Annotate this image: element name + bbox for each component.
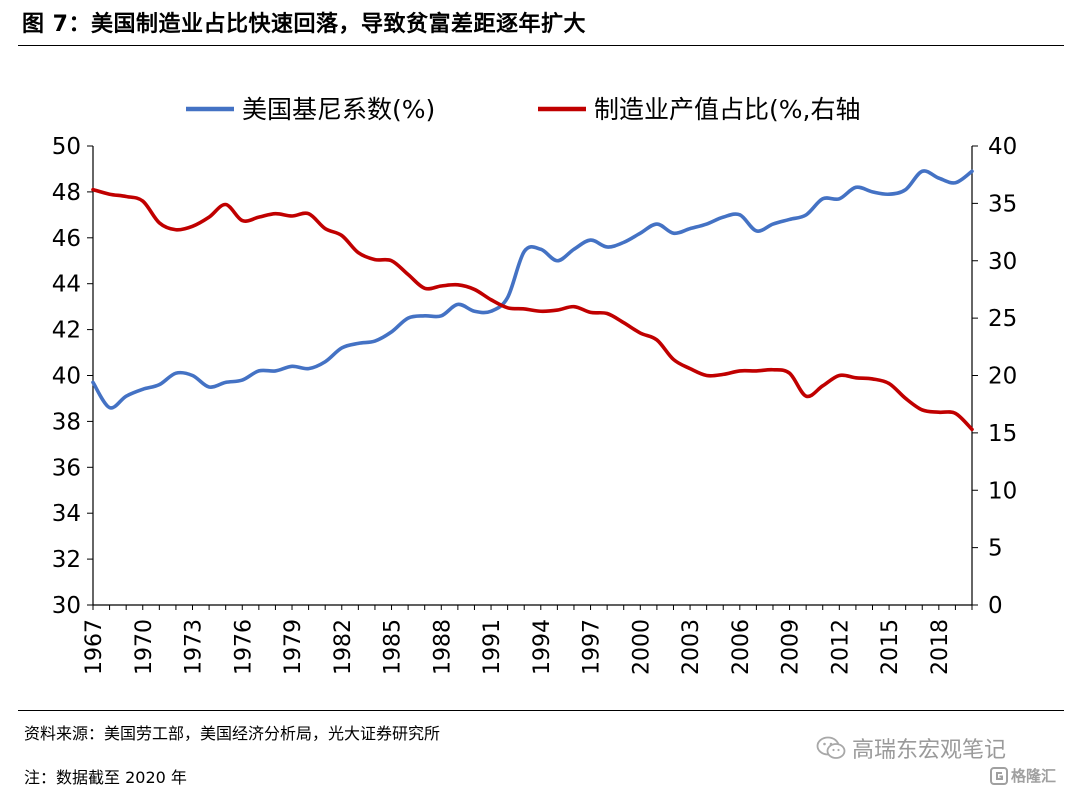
source-note: 资料来源：美国劳工部，美国经济分析局，光大证券研究所 (24, 724, 441, 743)
left-y-tick-label: 50 (52, 134, 81, 160)
left-y-tick-label: 48 (52, 180, 81, 206)
x-tick-label: 1991 (480, 619, 505, 675)
x-tick-label: 2009 (779, 619, 804, 675)
left-y-tick-label: 34 (52, 501, 81, 527)
left-y-tick-label: 30 (52, 593, 81, 619)
left-y-tick-label: 36 (52, 455, 81, 481)
x-tick-label: 2006 (729, 619, 754, 675)
x-tick-label: 2015 (878, 619, 903, 675)
chart-series (91, 169, 974, 432)
right-y-tick-label: 10 (988, 478, 1017, 504)
x-tick-label: 1976 (231, 619, 256, 675)
x-tick-label: 1967 (82, 619, 107, 675)
title-divider (18, 45, 1064, 46)
x-tick-label: 2012 (828, 619, 853, 675)
line-chart: 美国基尼系数(%) 制造业产值占比(%,右轴 30 32 34 36 38 40 42 44 46… (52, 95, 1018, 675)
manufacturing-share-line (91, 187, 974, 432)
x-tick-label: 1970 (132, 619, 157, 675)
x-tick-label: 1997 (580, 619, 605, 675)
chart-legend: 美国基尼系数(%) 制造业产值占比(%,右轴 (186, 95, 860, 124)
x-tick-label: 1979 (281, 619, 306, 675)
left-y-tick-label: 38 (52, 409, 81, 435)
chart-axes: 30 32 34 36 38 40 42 44 46 48 50 0 5 10 15 20 25 30 35 40 19… (52, 134, 1018, 675)
x-tick-label: 1973 (182, 619, 207, 675)
left-y-tick-label: 42 (52, 318, 81, 344)
footer-divider (18, 710, 1064, 711)
left-y-tick-label: 44 (52, 272, 81, 298)
watermark-text: 高瑞东宏观笔记 (852, 738, 1007, 763)
right-y-tick-label: 20 (988, 364, 1017, 390)
x-tick-label: 1994 (530, 619, 555, 675)
left-y-tick-label: 32 (52, 547, 81, 573)
x-tick-label: 2003 (679, 619, 704, 675)
wechat-icon (816, 736, 846, 759)
data-cutoff-note: 注：数据截至 2020 年 (24, 768, 187, 787)
badge-text: 格隆汇 (1011, 767, 1057, 785)
right-y-tick-label: 0 (988, 593, 1003, 619)
watermark: 高瑞东宏观笔记 (816, 732, 1006, 764)
source-badge: 格隆汇 (990, 765, 1056, 786)
right-y-tick-label: 25 (988, 306, 1017, 332)
right-y-tick-label: 15 (988, 421, 1017, 447)
left-y-tick-label: 46 (52, 226, 81, 252)
legend-label: 美国基尼系数(%) (242, 95, 435, 124)
x-tick-label: 1985 (381, 619, 406, 675)
right-y-tick-label: 40 (988, 134, 1017, 160)
x-tick-label: 1988 (430, 619, 455, 675)
gini-coefficient-line (91, 169, 974, 410)
gelonghui-logo-icon (990, 766, 1008, 785)
x-tick-label: 2018 (928, 619, 953, 675)
x-tick-label: 1982 (331, 619, 356, 675)
right-y-tick-label: 5 (988, 536, 1003, 562)
legend-label: 制造业产值占比(%,右轴 (594, 95, 860, 124)
right-y-tick-label: 35 (988, 191, 1017, 217)
left-y-tick-label: 40 (52, 364, 81, 390)
figure-title: 图 7：美国制造业占比快速回落，导致贫富差距逐年扩大 (22, 12, 586, 37)
right-y-tick-label: 30 (988, 249, 1017, 275)
x-tick-label: 2000 (629, 619, 654, 675)
